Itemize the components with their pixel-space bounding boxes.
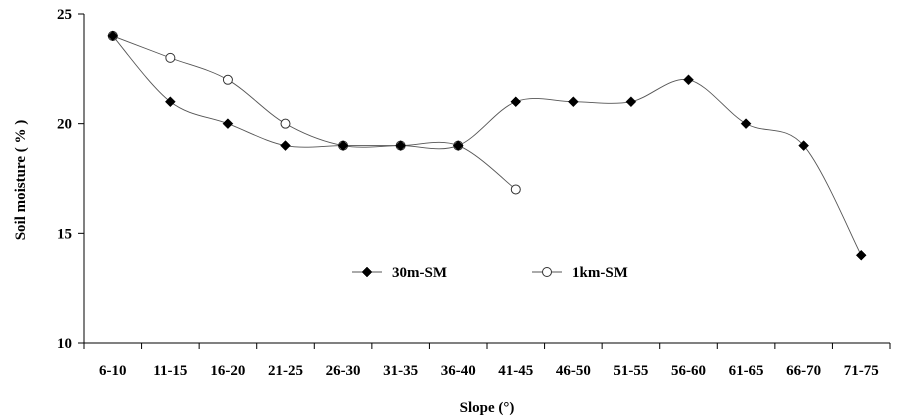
x-tick-label: 56-60 (671, 363, 706, 379)
y-axis: 10 15 20 25 (57, 7, 85, 352)
y-tick-label: 15 (57, 226, 72, 242)
data-point-30m-SM (280, 140, 291, 151)
x-tick-label: 66-70 (786, 363, 821, 379)
legend-label: 30m-SM (392, 265, 447, 281)
y-tick-label: 10 (57, 336, 72, 352)
data-point-1km-SM (280, 118, 291, 129)
data-point-30m-SM (510, 96, 522, 108)
data-point-1km-SM (165, 52, 176, 63)
legend: 30m-SM 1km-SM (352, 265, 628, 281)
x-axis: 6-10 11-15 16-20 21-25 26-30 31-35 36-40 41-45 4… (83, 342, 891, 379)
data-point-30m-SM (683, 74, 694, 86)
x-tick-label: 16-20 (210, 363, 245, 379)
y-axis-title: Soil moisture ( % ) (13, 120, 29, 241)
data-point-30m-SM (452, 140, 464, 151)
data-point-30m-SM (855, 249, 867, 261)
data-point-30m-SM (107, 30, 119, 42)
x-tick-label: 51-55 (613, 363, 648, 379)
data-point-30m-SM (165, 96, 176, 108)
data-point-1km-SM (222, 74, 233, 85)
data-point-30m-SM (798, 140, 809, 151)
x-tick-label: 41-45 (498, 363, 533, 379)
legend-marker-30m-SM (361, 266, 373, 278)
x-tick-label: 46-50 (556, 363, 591, 379)
x-tick-label: 21-25 (268, 363, 303, 379)
x-tick-label: 61-65 (729, 363, 764, 379)
y-tick-label: 25 (57, 7, 72, 23)
series-layer (107, 30, 867, 261)
data-point-30m-SM (395, 140, 406, 151)
series-30m-SM (107, 30, 867, 261)
x-axis-title: Slope (°) (460, 400, 515, 416)
data-point-30m-SM (568, 96, 579, 108)
x-tick-label: 36-40 (441, 363, 476, 379)
legend-marker-1km-SM (542, 267, 552, 277)
x-ticks: 6-10 11-15 16-20 21-25 26-30 31-35 36-40 41-45 4… (83, 343, 891, 379)
data-point-30m-SM (222, 118, 234, 130)
legend-item-30m-SM: 30m-SM (352, 265, 447, 281)
data-point-30m-SM (740, 118, 752, 130)
x-tick-label: 31-35 (383, 363, 418, 379)
y-ticks: 10 15 20 25 (57, 7, 84, 352)
x-tick-label: 11-15 (153, 363, 187, 379)
x-tick-label: 6-10 (99, 363, 127, 379)
series-1km-SM (107, 30, 521, 195)
data-point-30m-SM (625, 96, 637, 108)
legend-item-1km-SM: 1km-SM (532, 265, 628, 281)
x-tick-label: 26-30 (326, 363, 361, 379)
data-point-1km-SM (510, 184, 521, 195)
data-point-30m-SM (337, 140, 349, 151)
series-line-30m-SM (112, 35, 862, 256)
y-tick-label: 20 (57, 117, 72, 133)
x-tick-label: 71-75 (844, 363, 879, 379)
legend-label: 1km-SM (572, 265, 628, 281)
